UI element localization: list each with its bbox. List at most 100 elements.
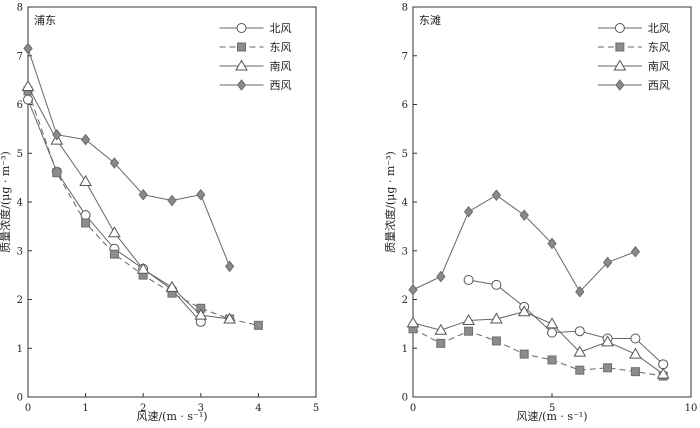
data-point-diamond [23,42,33,55]
data-point-circle [630,333,641,344]
y-axis-label: 质量浓度/(μg · m⁻³) [383,151,397,253]
data-point-diamond [547,237,557,250]
data-point-square [109,249,119,259]
y-tick-label: 3 [17,246,23,257]
legend-label: 西风 [270,79,292,92]
legend-label: 西风 [648,79,670,92]
data-point-diamond [491,189,502,201]
legend-label: 东风 [648,41,670,54]
y-tick-label: 4 [17,198,23,209]
data-point-triangle [406,316,420,328]
data-point-triangle [165,280,179,292]
data-point-triangle [545,317,559,329]
data-point-square [491,336,501,346]
data-point-circle [23,94,33,105]
data-point-diamond [52,128,62,141]
data-point-diamond [224,260,235,273]
data-point-square [436,338,446,348]
series-square [408,324,668,381]
data-point-triangle [573,345,587,357]
y-tick-label: 5 [17,149,23,160]
y-tick-label: 4 [402,198,408,209]
data-point-diamond [408,283,418,296]
series-line [412,311,664,375]
legend-marker-square [237,42,247,52]
data-point-triangle [434,323,448,335]
y-tick-label: 8 [17,3,23,14]
data-point-triangle [601,335,614,347]
y-tick-label: 5 [402,149,408,160]
series-square [23,86,263,330]
x-tick-label: 2 [140,403,146,414]
data-point-circle [574,326,585,337]
legend-label: 南风 [648,60,670,73]
y-tick-label: 7 [17,51,23,62]
data-point-triangle [21,79,35,91]
chart-panel-2: 0 1 2 3 4 5 6 7 8 0 5 10 风速/(m · s⁻¹) 质量浓度/(μg · m⁻³)… [383,3,697,424]
series-line [27,48,231,267]
data-point-square [547,355,557,365]
legend-marker-diamond [236,79,247,91]
x-tick-label: 3 [198,403,204,414]
panel-title: 东滩 [419,13,441,27]
data-point-diamond [436,270,446,283]
data-point-triangle [136,262,150,274]
data-point-circle [491,279,502,290]
panel-title: 浦东 [34,14,56,27]
legend-label: 北风 [648,22,670,35]
legend-marker-circle [614,23,625,33]
y-axis-label: 质量浓度/(μg · m⁻³) [0,151,12,253]
y-tick-label: 2 [17,295,23,306]
legend-marker-square [615,42,625,52]
y-tick-label: 6 [17,100,23,111]
legend-label: 东风 [270,41,292,54]
data-point-square [519,349,529,359]
series-line [412,328,664,377]
x-tick-label: 0 [25,403,31,414]
legend-marker-diamond [615,79,625,91]
x-tick-label: 0 [410,403,416,414]
series-diamond [408,189,641,298]
x-tick-label: 10 [685,403,698,414]
x-tick-label: 1 [82,403,88,414]
x-tick-label: 5 [549,403,555,414]
data-point-triangle [79,175,92,187]
data-point-square [253,320,263,330]
series-diamond [23,42,235,273]
y-tick-label: 3 [402,246,408,257]
data-point-triangle [194,308,208,320]
y-tick-label: 7 [402,51,408,62]
legend-marker-triangle [235,59,248,71]
y-tick-label: 1 [402,344,408,355]
data-point-diamond [80,133,91,146]
data-point-diamond [463,205,474,218]
data-point-triangle [656,367,670,379]
data-point-diamond [138,188,148,201]
data-point-diamond [575,285,585,298]
data-point-diamond [602,256,613,269]
legend-marker-triangle [613,59,627,71]
y-tick-label: 6 [402,100,408,111]
chart-panel-1: 0 1 2 3 4 5 6 7 8 0 1 2 3 4 5 风速/(m · s⁻¹) 质量浓度/(μg · m⁻… [0,3,319,424]
x-axis-label: 风速/(m · s⁻¹) [136,410,207,423]
data-point-diamond [519,209,529,221]
data-point-triangle [517,305,531,317]
data-point-circle [658,359,669,370]
data-point-triangle [223,312,236,324]
y-tick-label: 0 [17,393,23,404]
data-point-square [464,326,474,336]
y-tick-label: 1 [17,344,23,355]
series-line [27,86,230,320]
series-line [27,90,259,326]
data-point-diamond [630,245,641,258]
data-point-circle [547,327,557,338]
data-point-square [575,365,585,375]
y-tick-label: 2 [402,295,408,306]
series-triangle [406,305,670,379]
data-point-square [630,367,640,377]
legend-label: 北风 [270,22,292,35]
y-tick-label: 0 [402,393,408,404]
